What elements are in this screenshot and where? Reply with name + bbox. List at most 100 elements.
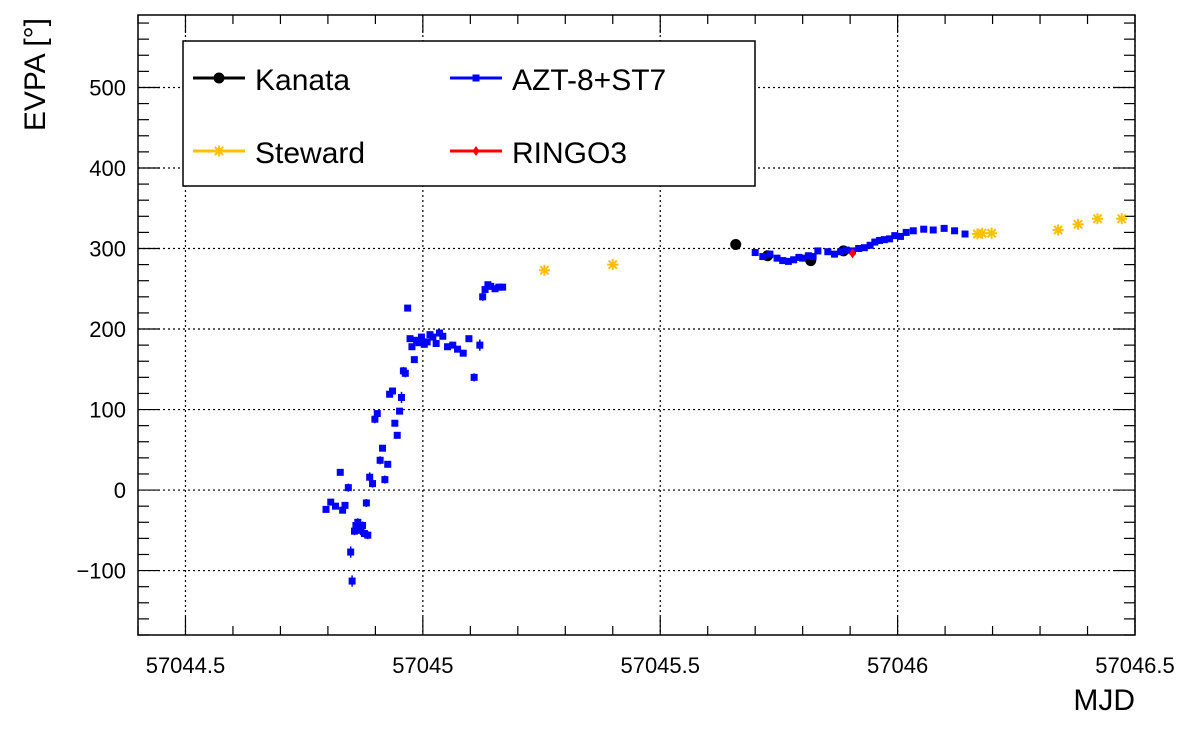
azt-8-st7-point	[347, 548, 355, 556]
azt-8-st7-point	[837, 248, 845, 256]
azt-8-st7-point	[499, 283, 507, 291]
azt-8-st7-point	[824, 248, 832, 256]
azt-8-st7-point	[766, 250, 774, 258]
legend-marker-steward	[213, 145, 225, 157]
azt-8-st7-point	[327, 498, 335, 506]
azt-8-st7-point	[814, 247, 822, 255]
legend-marker-kanata	[213, 72, 225, 84]
steward-point	[986, 227, 998, 239]
azt-8-st7-point	[404, 304, 412, 312]
azt-8-st7-point	[481, 286, 489, 294]
azt-8-st7-point	[804, 252, 812, 260]
azt-8-st7-point	[876, 236, 884, 244]
steward-point	[1091, 213, 1103, 225]
y-tick-label: 100	[89, 398, 126, 423]
steward-point	[607, 259, 619, 271]
legend-label-azt-8-st7: AZT-8+ST7	[512, 64, 666, 97]
azt-8-st7-point	[940, 224, 948, 232]
azt-8-st7-point	[454, 345, 462, 353]
legend-box	[182, 40, 756, 187]
legend-entry-steward: Steward	[193, 137, 365, 170]
azt-8-st7-point	[379, 444, 387, 452]
y-tick-label: 200	[89, 317, 126, 342]
azt-8-st7-point	[417, 333, 425, 341]
azt-8-st7-point	[432, 340, 440, 348]
steward-point	[1072, 218, 1084, 230]
y-tick-label: 400	[89, 156, 126, 181]
azt-8-st7-point	[902, 228, 910, 236]
azt-8-st7-point	[359, 521, 367, 529]
azt-8-st7-point	[830, 250, 838, 258]
azt-8-st7-point	[396, 407, 404, 415]
azt-8-st7-point	[891, 232, 899, 240]
azt-8-st7-point	[860, 244, 868, 252]
steward-point	[1052, 224, 1064, 236]
azt-8-st7-point	[366, 473, 374, 481]
azt-8-st7-point	[339, 506, 347, 514]
azt-8-st7-point	[779, 257, 787, 265]
y-axis-title: EVPA [°]	[19, 18, 52, 131]
azt-8-st7-point	[491, 285, 499, 293]
azt-8-st7-point	[336, 468, 344, 476]
azt-8-st7-point	[354, 518, 362, 526]
legend-marker-ringo3	[472, 146, 480, 156]
azt-8-st7-point	[799, 254, 807, 262]
azt-8-st7-point	[381, 476, 389, 484]
y-tick-label: 300	[89, 237, 126, 262]
azt-8-st7-point	[341, 501, 349, 509]
azt-8-st7-point	[855, 245, 863, 253]
azt-8-st7-point	[364, 531, 372, 539]
azt-8-st7-point	[880, 236, 888, 244]
x-tick-label: 57045.5	[620, 653, 700, 678]
series-steward	[538, 213, 1128, 276]
azt-8-st7-point	[795, 253, 803, 261]
azt-8-st7-point	[759, 253, 767, 261]
azt-8-st7-point	[470, 373, 478, 381]
azt-8-st7-point	[449, 341, 457, 349]
azt-8-st7-point	[376, 456, 384, 464]
azt-8-st7-point	[465, 335, 473, 343]
ringo3-point	[849, 248, 857, 259]
azt-8-st7-point	[929, 226, 937, 234]
y-tick-label: 500	[89, 75, 126, 100]
x-tick-label: 57044.5	[146, 653, 226, 678]
azt-8-st7-point	[362, 499, 370, 507]
legend: Kanata AZT-8+ST7 Steward RINGO3	[182, 40, 756, 187]
azt-8-st7-point	[773, 254, 781, 262]
azt-8-st7-point	[842, 246, 850, 254]
azt-8-st7-point	[886, 235, 894, 243]
azt-8-st7-point	[344, 484, 352, 492]
axis-ticks: 57044.5 57045 57045.5 57046 57046.5 −100 0 100 2…	[76, 15, 1175, 678]
azt-8-st7-point	[790, 256, 798, 264]
x-axis-title: MJD	[1073, 684, 1135, 717]
azt-8-st7-point	[410, 356, 418, 364]
azt-8-st7-point	[439, 332, 447, 340]
legend-label-steward: Steward	[255, 137, 365, 170]
azt-8-st7-point	[476, 341, 484, 349]
azt-8-st7-point	[751, 249, 759, 257]
azt-8-st7-point	[423, 338, 431, 346]
legend-entry-azt-8-st7: AZT-8+ST7	[450, 64, 666, 97]
azt-8-st7-point	[406, 335, 414, 343]
azt-8-st7-point	[951, 227, 959, 235]
azt-8-st7-point	[401, 369, 409, 377]
azt-8-st7-point	[384, 460, 392, 468]
azt-8-st7-point	[909, 227, 917, 235]
kanata-point	[730, 238, 742, 250]
azt-8-st7-point	[487, 282, 495, 290]
azt-8-st7-point	[459, 349, 467, 357]
azt-8-st7-point	[350, 527, 358, 535]
y-tick-label: −100	[76, 559, 126, 584]
steward-point	[538, 264, 550, 276]
azt-8-st7-point	[444, 343, 452, 351]
azt-8-st7-point	[348, 577, 356, 585]
data-points	[322, 213, 1128, 587]
legend-marker-azt-8-st7	[472, 74, 480, 82]
azt-8-st7-point	[332, 502, 340, 510]
steward-point	[1116, 213, 1128, 225]
azt-8-st7-point	[397, 393, 405, 401]
series-azt-8-st7	[322, 224, 969, 587]
azt-8-st7-point	[369, 480, 377, 488]
legend-entry-ringo3: RINGO3	[450, 137, 627, 170]
